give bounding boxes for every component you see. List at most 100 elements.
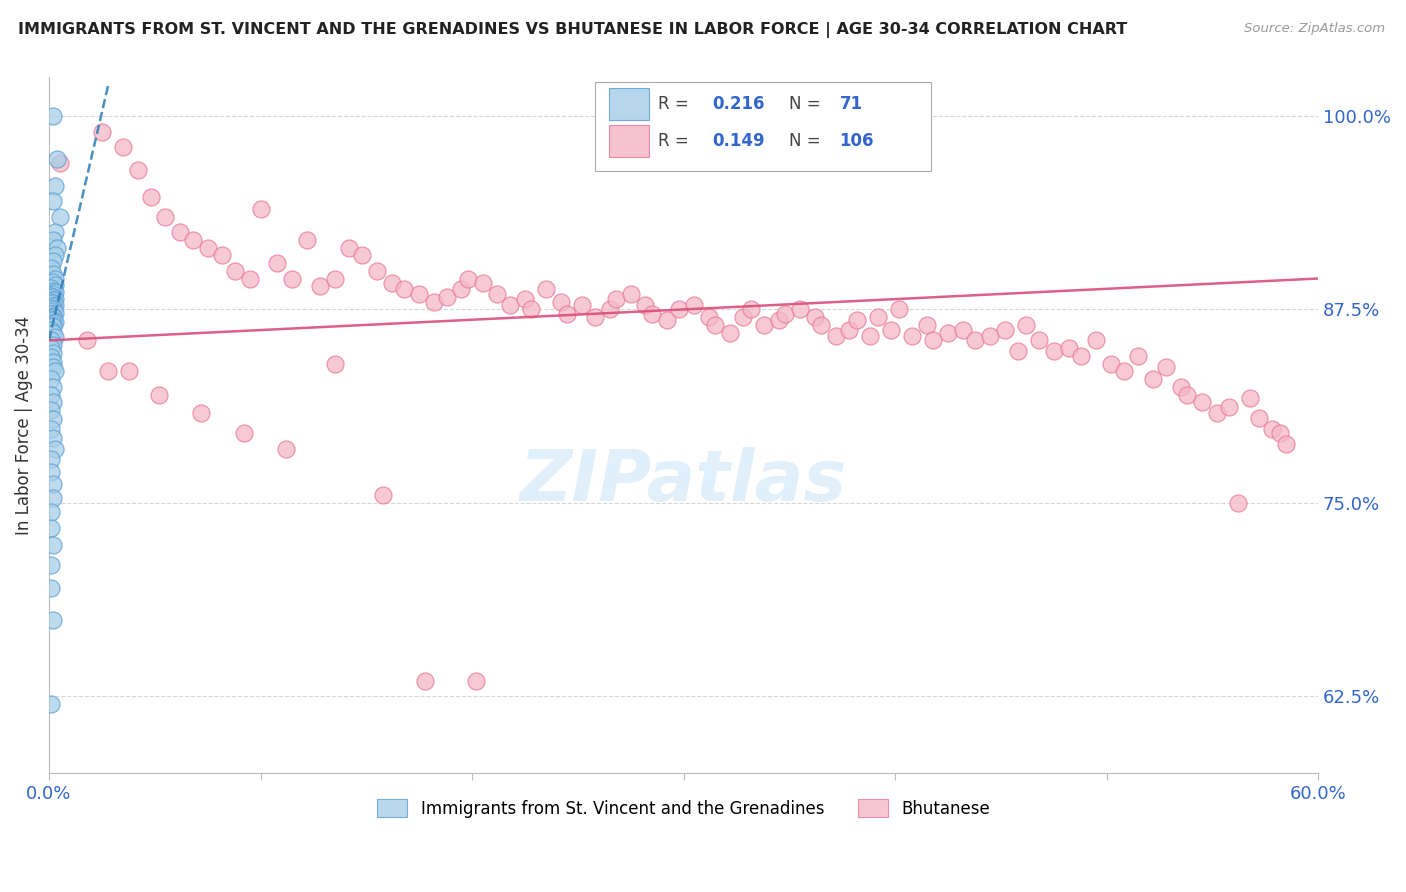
Point (42, 613, 65, 627)
Point (39, 387, 62, 401)
Point (915, 318, 938, 332)
Point (42, 302, 65, 317)
Point (42, 537, 65, 551)
Point (423, 294, 446, 309)
Point (44, 330, 66, 344)
Point (39, 288, 62, 302)
Point (308, 279, 330, 293)
Point (39, 318, 62, 332)
Point (1170, 380, 1192, 394)
Point (266, 256, 288, 270)
Point (169, 225, 191, 239)
Text: N =: N = (789, 132, 821, 150)
Point (803, 310, 825, 325)
Point (44, 315, 66, 329)
Point (127, 163, 149, 178)
Point (42, 309, 65, 323)
FancyBboxPatch shape (609, 88, 650, 120)
Point (39, 311, 62, 326)
Point (731, 310, 754, 325)
Point (683, 298, 706, 312)
Point (486, 287, 509, 301)
Point (97, 364, 120, 378)
Point (415, 673, 437, 688)
Point (44, 292, 66, 306)
Point (789, 302, 811, 317)
Point (76, 334, 98, 348)
Point (513, 292, 536, 306)
Point (249, 202, 271, 216)
Text: 0.216: 0.216 (713, 95, 765, 113)
Point (605, 292, 627, 306)
Point (1275, 437, 1298, 451)
Point (42, 293, 65, 307)
Point (655, 313, 678, 327)
Point (281, 271, 304, 285)
Point (668, 302, 690, 317)
Point (534, 282, 557, 296)
Point (42, 284, 65, 298)
Point (450, 282, 472, 296)
Point (394, 282, 416, 296)
Point (868, 310, 890, 325)
Point (42, 254, 65, 268)
Point (1042, 344, 1064, 359)
Point (44, 271, 66, 285)
Point (337, 241, 360, 255)
Point (1070, 349, 1092, 363)
Point (936, 326, 959, 340)
Point (381, 276, 404, 290)
Point (44, 277, 66, 292)
Point (599, 302, 621, 317)
Point (239, 271, 262, 285)
Point (39, 334, 62, 348)
Point (979, 328, 1001, 343)
Point (111, 140, 134, 154)
Point (471, 276, 494, 290)
Point (1085, 334, 1108, 348)
Point (880, 322, 903, 336)
Point (465, 673, 488, 688)
Point (1099, 357, 1122, 371)
Point (42, 317, 65, 331)
Point (922, 334, 945, 348)
Point (457, 271, 479, 285)
Point (1268, 426, 1291, 441)
Point (42, 359, 65, 374)
Point (224, 264, 246, 278)
Point (42, 275, 65, 289)
Text: ZIPatlas: ZIPatlas (520, 447, 848, 516)
Point (42, 267, 65, 281)
Point (704, 318, 727, 332)
Point (1260, 421, 1282, 435)
Point (197, 241, 219, 255)
Point (42, 290, 65, 304)
Point (44, 285, 66, 300)
Point (520, 302, 543, 317)
Point (697, 310, 720, 325)
Point (889, 302, 911, 317)
Point (1191, 395, 1213, 409)
Point (366, 264, 388, 278)
Point (39, 452, 62, 467)
Point (39, 465, 62, 479)
Point (42, 109, 65, 123)
Point (1205, 406, 1227, 420)
Point (39, 260, 62, 275)
Point (190, 406, 212, 420)
Point (824, 328, 846, 343)
Point (42, 431, 65, 445)
Point (768, 313, 790, 327)
Point (1218, 400, 1240, 414)
Point (901, 328, 924, 343)
Text: IMMIGRANTS FROM ST. VINCENT AND THE GRENADINES VS BHUTANESE IN LABOR FORCE | AGE: IMMIGRANTS FROM ST. VINCENT AND THE GREN… (18, 22, 1128, 38)
Point (42, 491, 65, 505)
Point (139, 189, 162, 203)
Point (846, 313, 869, 327)
Point (499, 298, 522, 312)
Point (44, 225, 66, 239)
Point (39, 307, 62, 321)
Point (634, 298, 657, 312)
Point (42, 310, 65, 325)
Point (1015, 318, 1038, 332)
